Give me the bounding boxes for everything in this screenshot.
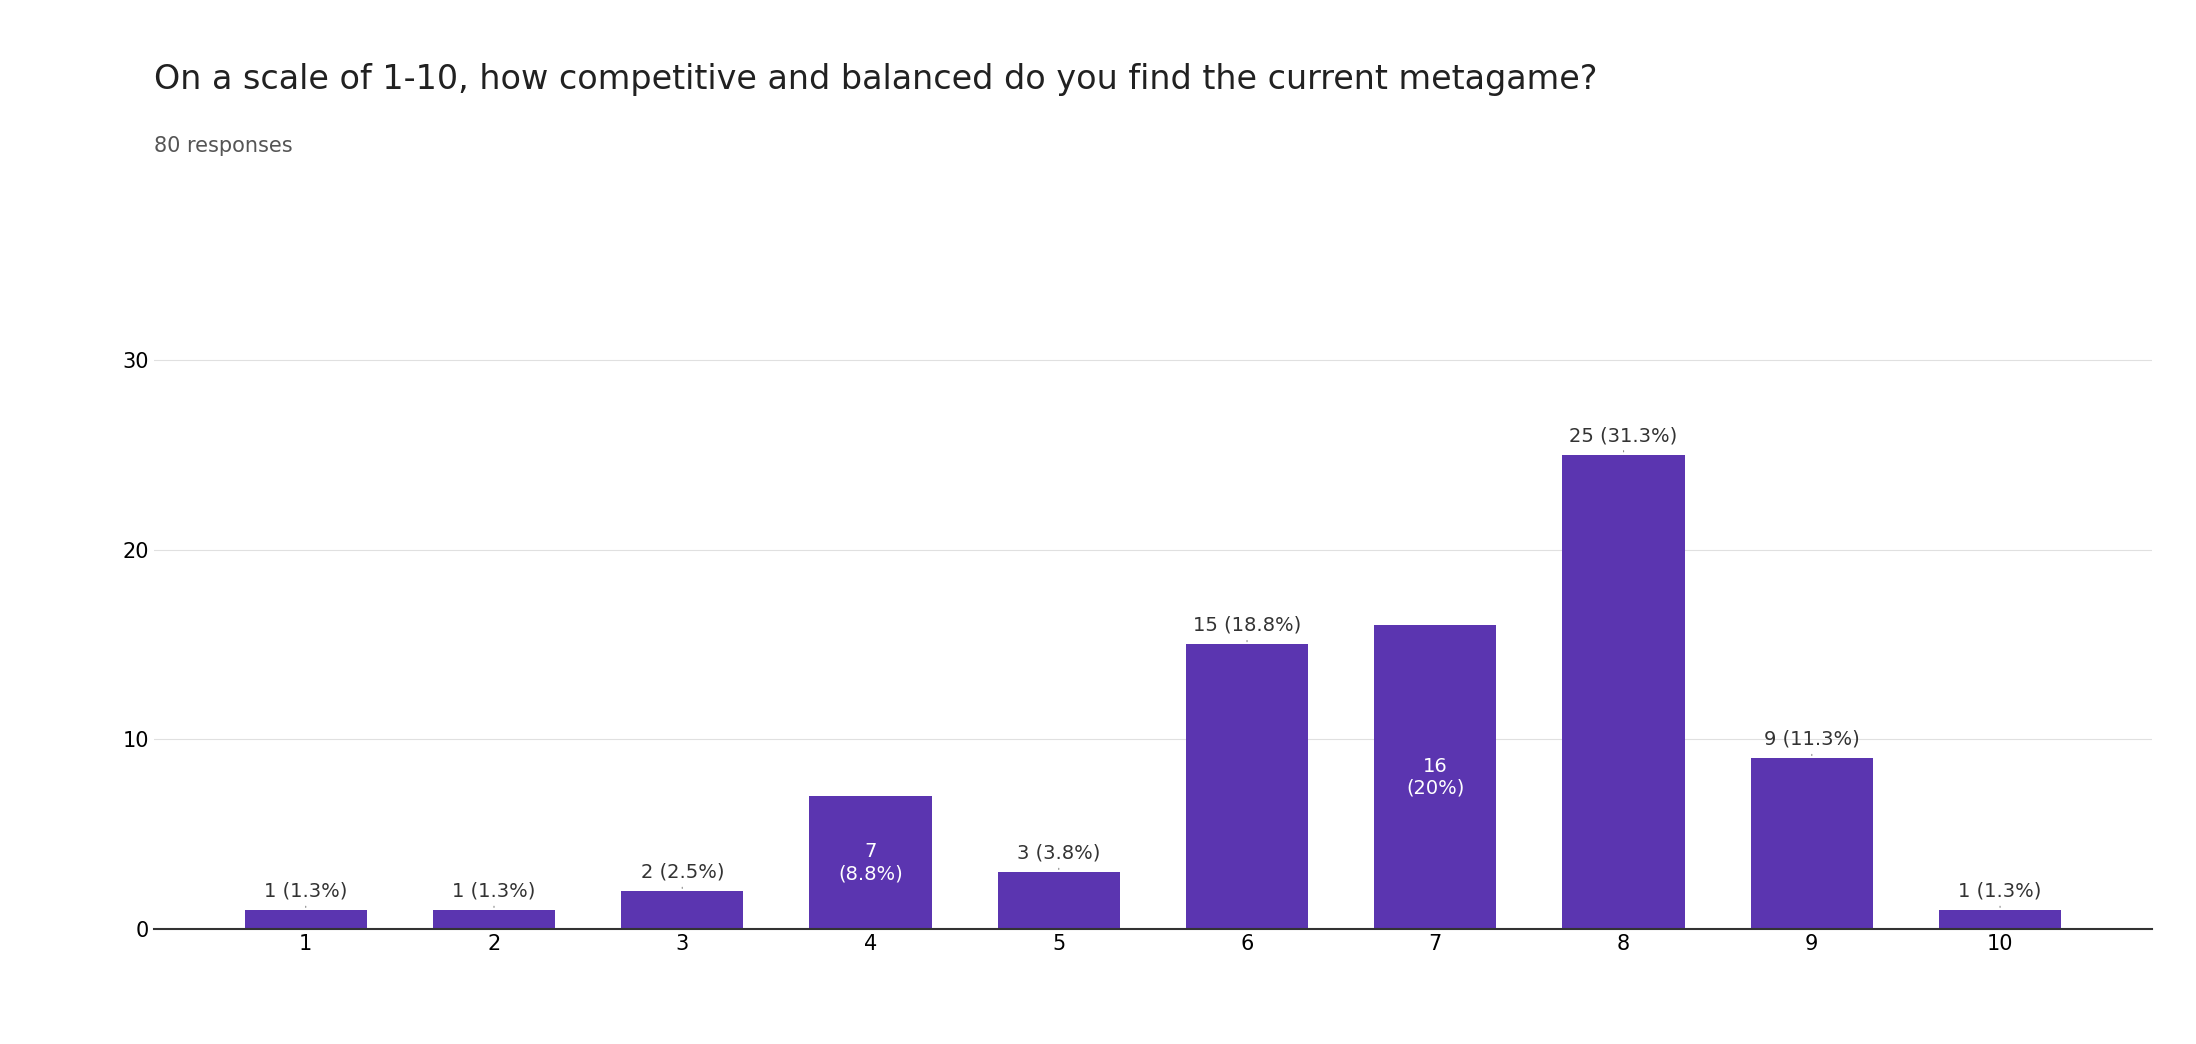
Text: 2 (2.5%): 2 (2.5%) [641,862,725,888]
Text: 80 responses: 80 responses [154,136,292,156]
Bar [244,910,367,929]
Text: 9 (11.3%): 9 (11.3%) [1763,730,1860,756]
Text: 25 (31.3%): 25 (31.3%) [1570,426,1678,452]
Bar [433,910,556,929]
Text: 7
(8.8%): 7 (8.8%) [839,843,903,883]
Bar [621,892,744,929]
Text: 1 (1.3%): 1 (1.3%) [264,882,347,907]
Text: 16
(20%): 16 (20%) [1405,757,1465,798]
Bar [1375,625,1495,929]
Text: 15 (18.8%): 15 (18.8%) [1192,616,1302,642]
Text: 3 (3.8%): 3 (3.8%) [1017,844,1100,870]
Bar [997,872,1120,929]
Bar [810,797,931,929]
Bar [1186,644,1309,929]
Text: 1 (1.3%): 1 (1.3%) [1959,882,2042,907]
Text: 1 (1.3%): 1 (1.3%) [452,882,536,907]
Text: On a scale of 1-10, how competitive and balanced do you find the current metagam: On a scale of 1-10, how competitive and … [154,63,1596,96]
Bar [1939,910,2062,929]
Bar [1750,758,1873,929]
Bar [1561,454,1684,929]
